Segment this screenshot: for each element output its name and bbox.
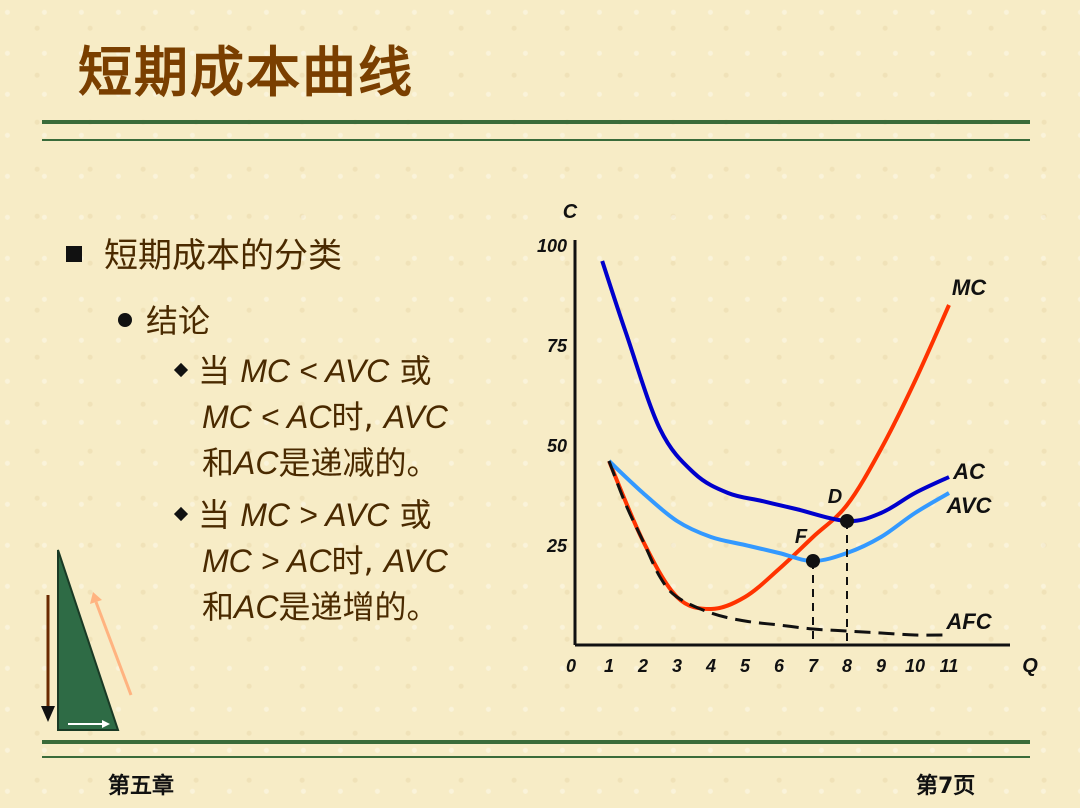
series-ac-line — [600, 260, 950, 524]
y-tick-label: 25 — [546, 536, 568, 556]
x-tick-label: 9 — [876, 656, 886, 676]
series-label-mc: MC — [952, 275, 987, 300]
y-axis-label: C — [563, 201, 578, 223]
title-divider-thin — [42, 139, 1030, 141]
point-label-f: F — [795, 526, 808, 548]
series-afc-line — [607, 460, 950, 637]
point2-line1b: MC > AVC — [240, 497, 390, 533]
point2-line2c: AVC — [383, 543, 448, 579]
title-divider-thick — [42, 120, 1030, 124]
page-title: 短期成本曲线 — [78, 41, 414, 104]
point-f — [806, 554, 820, 568]
x-tick-label: 1 — [604, 656, 614, 676]
bullet-level2-text: 结论 — [146, 302, 211, 340]
x-tick-label: 3 — [672, 656, 682, 676]
x-axis-label: Q — [1022, 655, 1038, 677]
y-tick-label: 100 — [537, 236, 567, 256]
point1-line3c: 是递减的。 — [278, 444, 439, 482]
point1-line1a: 当 — [198, 352, 231, 390]
footer-chapter: 第五章 — [108, 774, 175, 799]
y-tick-label: 50 — [547, 436, 567, 456]
point2-line2b: 时, — [331, 542, 384, 580]
series-mc-line — [607, 304, 951, 612]
series-avc-line — [607, 459, 951, 564]
point2-line2a: MC > AC — [202, 543, 332, 579]
point1-line2c: AVC — [383, 399, 448, 435]
square-bullet-icon — [66, 245, 82, 262]
point-label-d: D — [828, 486, 842, 508]
conclusion-point-1: 当 MC < AVC 或 MC < AC时, AVC 和AC是递减的。 — [173, 348, 506, 486]
point1-line2a: MC < AC — [202, 399, 332, 435]
point1-line3b: AC — [234, 445, 279, 481]
point1-line1c: 或 — [399, 352, 432, 390]
footer-divider-thick — [42, 756, 1030, 758]
x-tick-label: 0 — [566, 656, 576, 676]
nav-graphic[interactable] — [36, 540, 146, 740]
x-tick-label: 8 — [842, 656, 852, 676]
point2-line3c: 是递增的。 — [278, 588, 439, 626]
y-tick-label: 75 — [547, 336, 568, 356]
point2-line1c: 或 — [399, 496, 432, 534]
x-tick-label: 7 — [808, 656, 819, 676]
footer-page: 第7页 — [916, 774, 976, 799]
x-tick-label: 2 — [637, 656, 648, 676]
point2-line3a: 和 — [202, 588, 235, 626]
series-label-ac: AC — [952, 459, 986, 484]
triangle-icon — [57, 549, 120, 731]
conclusion-point-2: 当 MC > AVC 或 MC > AC时, AVC 和AC是递增的。 — [173, 492, 506, 630]
bullet-level1: 短期成本的分类 — [66, 228, 342, 277]
x-tick-label: 10 — [905, 656, 925, 676]
dot-bullet-icon — [118, 313, 132, 327]
bullet-level2: 结论 — [118, 296, 210, 342]
point-d — [840, 514, 854, 528]
bullet-level1-text: 短期成本的分类 — [104, 236, 342, 276]
diagonal-arrow-icon — [94, 601, 133, 696]
x-tick-label: 6 — [774, 656, 785, 676]
point1-line3a: 和 — [202, 444, 235, 482]
x-tick-label: 4 — [705, 656, 716, 676]
point1-line1b: MC < AVC — [240, 353, 390, 389]
point2-line1a: 当 — [198, 496, 231, 534]
series-label-afc: AFC — [945, 609, 992, 634]
point1-line2b: 时, — [331, 398, 384, 436]
point2-line3b: AC — [234, 589, 279, 625]
x-tick-label: 5 — [740, 656, 751, 676]
x-tick-label: 11 — [940, 656, 959, 676]
footer-divider-thin — [42, 740, 1030, 744]
series-label-avc: AVC — [946, 493, 993, 518]
